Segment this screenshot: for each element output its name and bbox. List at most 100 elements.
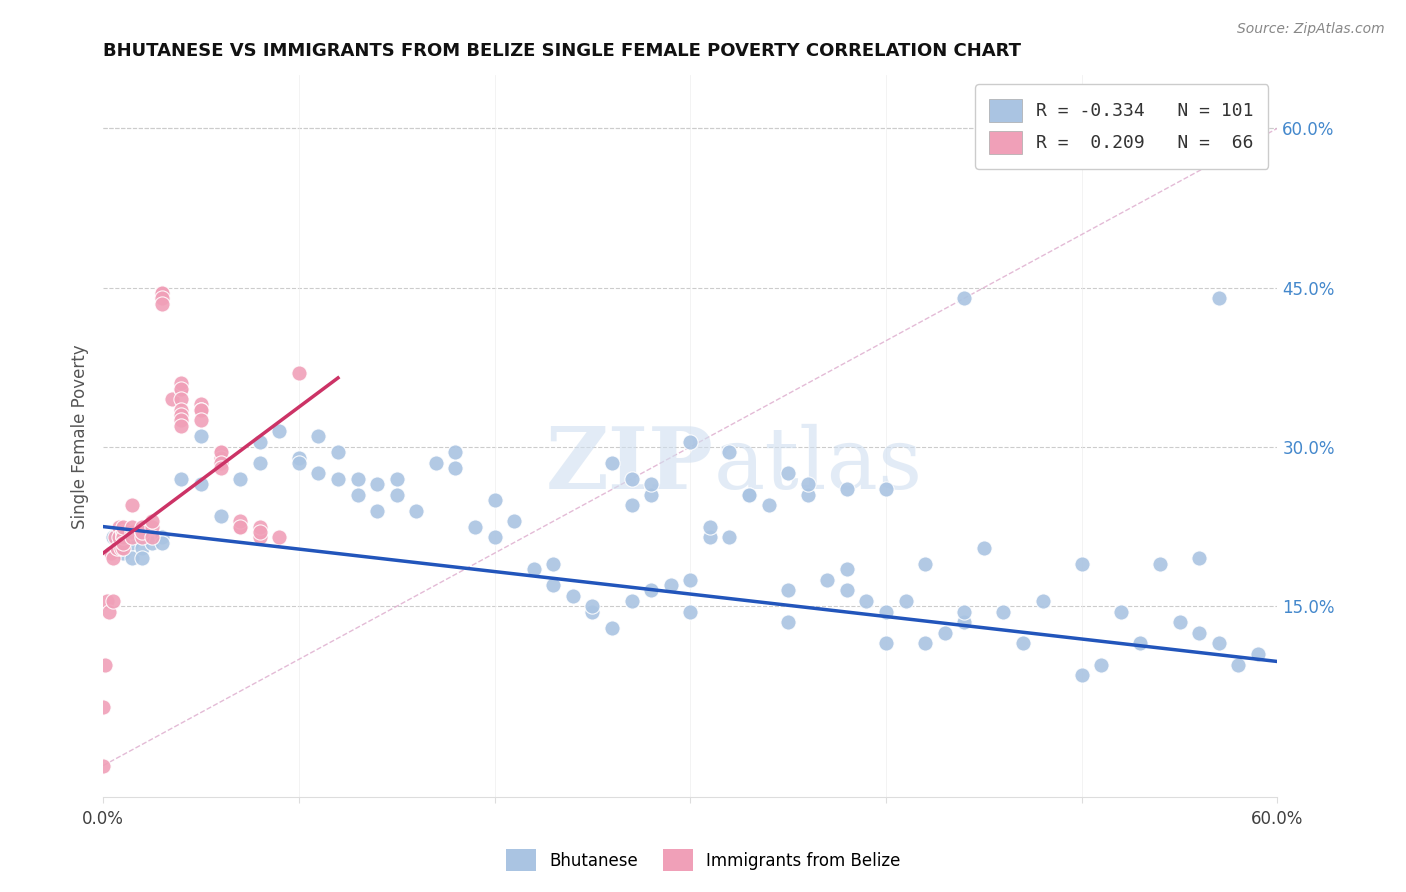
Point	[160, 392, 183, 406]
Point	[209, 456, 232, 470]
Text: Source: ZipAtlas.com: Source: ZipAtlas.com	[1237, 22, 1385, 37]
Point	[659, 578, 682, 592]
Point	[699, 530, 721, 544]
Point	[425, 456, 447, 470]
Point	[307, 429, 329, 443]
Point	[523, 562, 546, 576]
Point	[107, 541, 129, 555]
Point	[150, 296, 173, 310]
Point	[141, 535, 163, 549]
Point	[170, 402, 193, 417]
Point	[778, 615, 800, 630]
Point	[107, 519, 129, 533]
Point	[738, 488, 761, 502]
Point	[953, 615, 976, 630]
Point	[96, 594, 118, 608]
Point	[855, 594, 877, 608]
Point	[484, 493, 506, 508]
Point	[718, 530, 741, 544]
Point	[121, 499, 143, 513]
Point	[600, 620, 623, 634]
Point	[100, 546, 122, 560]
Point	[170, 382, 193, 396]
Point	[366, 477, 388, 491]
Point	[973, 541, 995, 555]
Point	[209, 508, 232, 523]
Point	[141, 530, 163, 544]
Point	[131, 530, 153, 544]
Point	[141, 519, 163, 533]
Point	[1070, 557, 1092, 571]
Point	[484, 530, 506, 544]
Point	[170, 413, 193, 427]
Point	[98, 605, 121, 619]
Point	[914, 557, 936, 571]
Point	[121, 535, 143, 549]
Point	[444, 445, 467, 459]
Y-axis label: Single Female Poverty: Single Female Poverty	[72, 344, 89, 529]
Point	[679, 573, 702, 587]
Point	[249, 456, 271, 470]
Point	[385, 472, 408, 486]
Point	[758, 499, 780, 513]
Point	[1012, 636, 1035, 650]
Point	[209, 461, 232, 475]
Point	[131, 524, 153, 539]
Point	[141, 514, 163, 528]
Point	[111, 530, 134, 544]
Point	[170, 418, 193, 433]
Point	[111, 535, 134, 549]
Point	[464, 519, 486, 533]
Point	[269, 424, 291, 438]
Point	[326, 472, 349, 486]
Point	[1129, 636, 1152, 650]
Point	[170, 382, 193, 396]
Point	[835, 562, 858, 576]
Point	[953, 291, 976, 305]
Point	[1208, 291, 1230, 305]
Point	[121, 530, 143, 544]
Point	[209, 456, 232, 470]
Point	[288, 456, 311, 470]
Point	[170, 392, 193, 406]
Point	[346, 472, 368, 486]
Point	[366, 504, 388, 518]
Point	[875, 636, 897, 650]
Point	[150, 291, 173, 305]
Legend: Bhutanese, Immigrants from Belize: Bhutanese, Immigrants from Belize	[498, 841, 908, 880]
Legend: R = -0.334   N = 101, R =  0.209   N =  66: R = -0.334 N = 101, R = 0.209 N = 66	[974, 84, 1268, 169]
Point	[190, 477, 212, 491]
Point	[101, 594, 124, 608]
Point	[620, 472, 643, 486]
Point	[738, 488, 761, 502]
Point	[1149, 557, 1171, 571]
Point	[640, 488, 662, 502]
Point	[170, 408, 193, 422]
Point	[640, 477, 662, 491]
Point	[1109, 605, 1132, 619]
Point	[543, 557, 565, 571]
Point	[150, 285, 173, 300]
Point	[778, 583, 800, 598]
Point	[121, 551, 143, 566]
Point	[190, 402, 212, 417]
Point	[131, 524, 153, 539]
Point	[581, 605, 603, 619]
Point	[288, 366, 311, 380]
Point	[1031, 594, 1053, 608]
Point	[111, 524, 134, 539]
Point	[101, 551, 124, 566]
Point	[249, 434, 271, 449]
Point	[249, 530, 271, 544]
Point	[581, 599, 603, 614]
Point	[288, 450, 311, 465]
Point	[699, 519, 721, 533]
Point	[835, 583, 858, 598]
Point	[405, 504, 427, 518]
Point	[91, 758, 114, 772]
Point	[914, 636, 936, 650]
Point	[131, 541, 153, 555]
Point	[131, 519, 153, 533]
Point	[190, 397, 212, 411]
Point	[561, 589, 583, 603]
